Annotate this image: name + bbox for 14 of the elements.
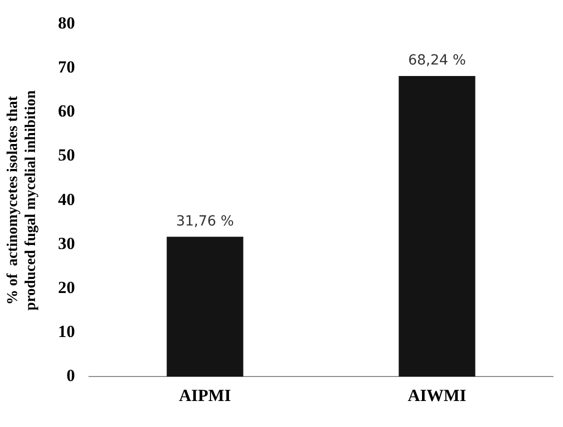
y-tick-label: 40 [58, 190, 75, 209]
y-tick-label: 60 [58, 102, 75, 121]
y-tick-label: 30 [58, 234, 75, 253]
data-label: 68,24 % [408, 52, 466, 69]
y-axis-title: % of actinomycetes isolates that produced fugal mycelial inhibition [4, 90, 39, 310]
y-tick-label: 20 [58, 278, 75, 297]
x-tick-label: AIPMI [179, 386, 232, 406]
y-tick-label: 70 [58, 58, 75, 77]
y-tick-label: 10 [58, 322, 75, 341]
y-tick-label: 0 [66, 366, 75, 385]
x-tick-label: AIWMI [408, 386, 467, 406]
data-label: 31,76 % [176, 213, 234, 230]
y-tick-label: 80 [58, 14, 75, 33]
y-tick-label: 50 [58, 146, 75, 165]
